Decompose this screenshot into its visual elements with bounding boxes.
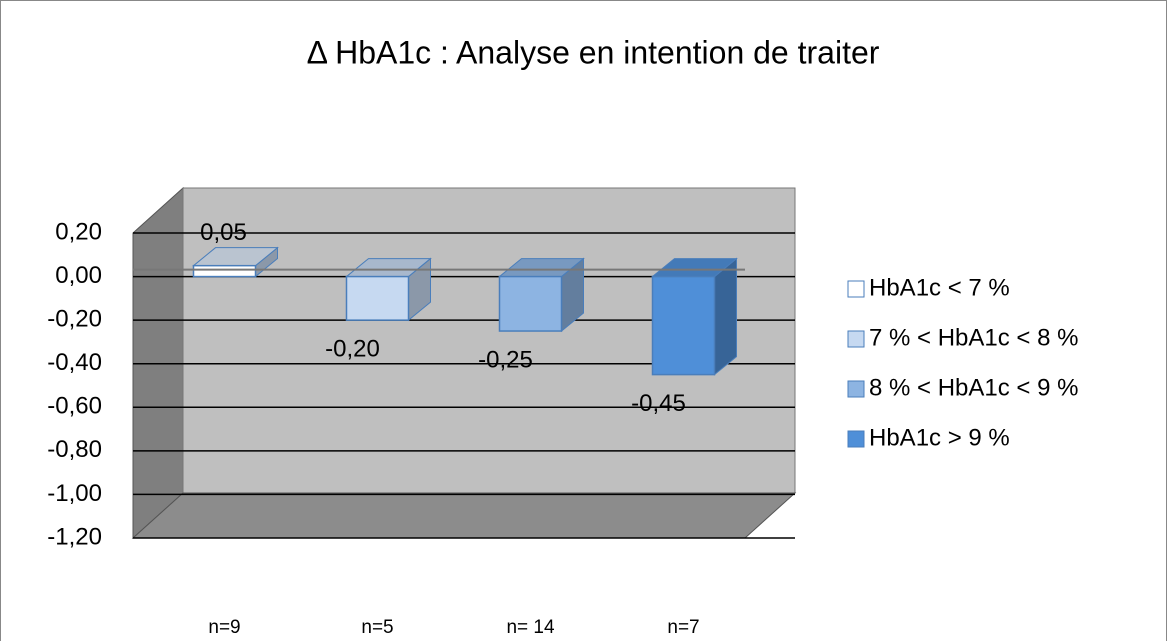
bar [192,264,257,278]
legend-swatch [847,330,865,348]
bar [345,275,410,321]
legend-swatch [847,280,865,298]
x-tick-label: n=5 [361,617,393,638]
data-label: -0,20 [325,335,380,362]
y-tick-label: -0,60 [47,393,102,420]
data-label: -0,45 [631,390,686,417]
legend-label: HbA1c > 9 % [869,424,1010,451]
y-tick-label: -0,80 [47,436,102,463]
chart-title: Δ HbA1c : Analyse en intention de traite… [307,34,880,70]
y-tick-label: 0,20 [55,218,102,245]
floor [131,492,797,539]
legend-label: HbA1c < 7 % [869,274,1010,301]
y-tick-label: -1,20 [47,523,102,550]
legend-swatch [847,380,865,398]
y-tick-label: -0,40 [47,349,102,376]
x-tick-label: n= 14 [506,617,555,638]
bar-side [714,257,737,376]
y-tick-label: -1,00 [47,480,102,507]
data-label: 0,05 [200,219,247,246]
bar [498,275,563,332]
legend-swatch [847,430,865,448]
x-tick-label: n=9 [208,617,240,638]
y-tick-label: 0,00 [55,262,102,289]
bar [651,275,716,376]
data-label: -0,25 [478,346,533,373]
legend-label: 8 % < HbA1c < 9 % [869,374,1078,401]
y-tick-label: -0,20 [47,305,102,332]
x-tick-label: n=7 [667,617,699,638]
legend-label: 7 % < HbA1c < 8 % [869,324,1078,351]
